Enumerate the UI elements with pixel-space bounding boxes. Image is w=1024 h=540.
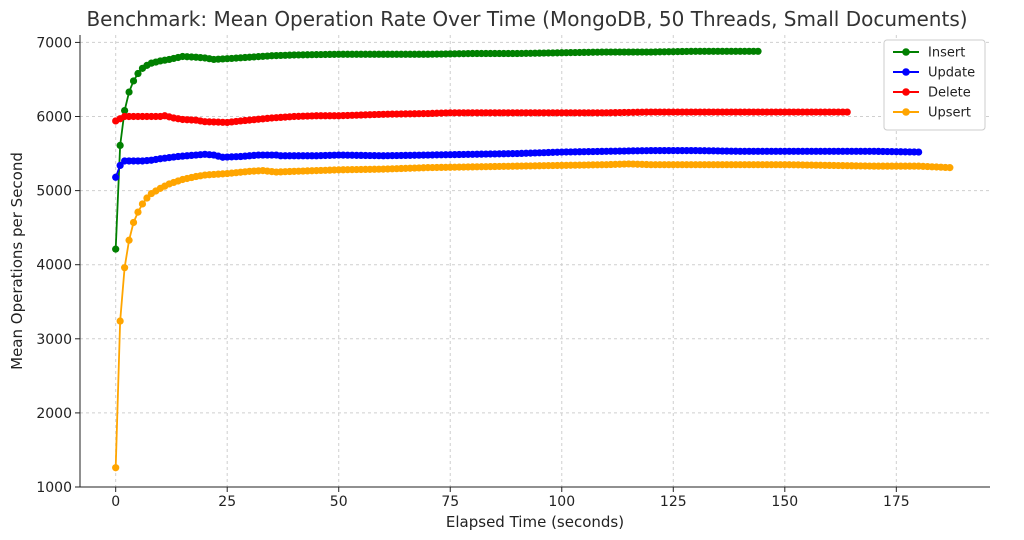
data-point-upsert bbox=[121, 264, 129, 272]
series-layer bbox=[112, 47, 954, 472]
data-point-upsert bbox=[138, 200, 147, 208]
legend-marker bbox=[902, 68, 910, 76]
series-insert bbox=[112, 47, 762, 253]
data-point-insert bbox=[125, 88, 133, 96]
y-tick-label: 2000 bbox=[36, 406, 72, 422]
x-tick-label: 25 bbox=[218, 494, 236, 510]
legend-marker bbox=[902, 48, 910, 56]
legend-item-delete: Delete bbox=[893, 86, 971, 101]
data-point-insert bbox=[134, 69, 142, 78]
data-point-update bbox=[116, 161, 124, 170]
x-tick-label: 75 bbox=[441, 494, 459, 510]
y-tick-label: 3000 bbox=[36, 332, 72, 348]
legend-label: Insert bbox=[928, 46, 965, 61]
data-point-upsert bbox=[125, 236, 133, 244]
data-point-upsert bbox=[143, 194, 151, 202]
data-point-update bbox=[112, 173, 120, 181]
ticks-layer: 0 25 50 75 100 125 150 175 1000 2000 3000 4000 5000 6… bbox=[36, 35, 909, 510]
legend-item-update: Update bbox=[893, 66, 975, 81]
x-tick-label: 0 bbox=[111, 494, 120, 510]
data-point-upsert bbox=[129, 218, 138, 227]
x-tick-label: 100 bbox=[548, 494, 575, 510]
legend: Insert Update Delete Upsert bbox=[883, 39, 986, 131]
x-tick-label: 175 bbox=[883, 494, 910, 510]
legend-item-upsert: Upsert bbox=[893, 106, 971, 121]
data-point-insert bbox=[129, 77, 138, 85]
data-point-insert bbox=[121, 106, 129, 115]
legend-label: Delete bbox=[928, 86, 971, 101]
data-point-upsert bbox=[112, 464, 120, 472]
series-line-upsert bbox=[114, 163, 950, 468]
data-point-update bbox=[915, 148, 923, 156]
x-tick-label: 150 bbox=[771, 494, 798, 510]
legend-box bbox=[883, 39, 986, 131]
legend-label: Upsert bbox=[928, 106, 971, 121]
grid-layer bbox=[80, 35, 990, 488]
y-tick-label: 6000 bbox=[36, 110, 72, 126]
y-axis-label: Mean Operations per Second bbox=[8, 152, 26, 370]
y-tick-label: 4000 bbox=[36, 258, 72, 274]
axes-layer bbox=[79, 35, 990, 488]
series-upsert bbox=[112, 160, 954, 472]
series-delete bbox=[112, 108, 851, 127]
data-point-delete bbox=[843, 108, 851, 116]
x-axis-label: Elapsed Time (seconds) bbox=[446, 513, 624, 531]
data-point-upsert bbox=[946, 164, 954, 172]
x-tick-label: 50 bbox=[330, 494, 348, 510]
legend-marker bbox=[902, 108, 910, 116]
data-point-insert bbox=[116, 141, 124, 150]
legend-marker bbox=[902, 88, 910, 96]
legend-label: Update bbox=[928, 66, 975, 81]
x-tick-label: 125 bbox=[660, 494, 687, 510]
legend-item-insert: Insert bbox=[893, 46, 965, 61]
chart-title: Benchmark: Mean Operation Rate Over Time… bbox=[86, 7, 967, 31]
data-point-upsert bbox=[134, 208, 142, 216]
y-tick-label: 5000 bbox=[36, 184, 72, 200]
y-tick-label: 7000 bbox=[36, 35, 72, 51]
data-point-insert bbox=[754, 47, 762, 55]
data-point-insert bbox=[112, 245, 120, 253]
y-tick-label: 1000 bbox=[36, 480, 72, 496]
series-update bbox=[112, 146, 923, 181]
data-point-upsert bbox=[116, 317, 124, 325]
